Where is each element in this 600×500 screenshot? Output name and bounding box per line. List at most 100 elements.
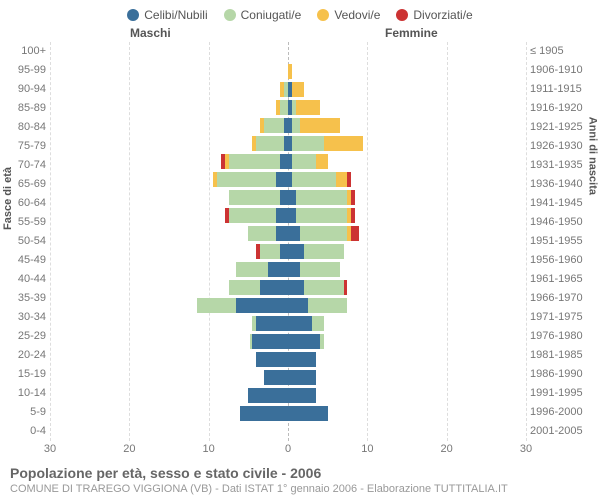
bar-male <box>50 334 288 349</box>
birth-label: 1936-1940 <box>530 175 592 194</box>
pyramid-row <box>50 369 526 386</box>
bar-female <box>288 190 526 205</box>
legend-label: Celibi/Nubili <box>144 8 207 22</box>
bar-male <box>50 190 288 205</box>
bar-segment <box>268 262 288 277</box>
pyramid-row <box>50 405 526 422</box>
bar-male <box>50 388 288 403</box>
pyramid-row <box>50 315 526 332</box>
bar-female <box>288 208 526 223</box>
age-label: 95-99 <box>8 61 46 80</box>
age-label: 30-34 <box>8 308 46 327</box>
bar-male <box>50 226 288 241</box>
bar-female <box>288 370 526 385</box>
bar-segment <box>256 136 284 151</box>
legend-item: Coniugati/e <box>224 8 302 22</box>
header-female: Femmine <box>385 26 438 40</box>
legend-label: Coniugati/e <box>241 8 302 22</box>
bar-segment <box>288 334 320 349</box>
bar-segment <box>240 406 288 421</box>
bar-male <box>50 316 288 331</box>
bar-male <box>50 154 288 169</box>
bar-segment <box>324 136 364 151</box>
age-label: 10-14 <box>8 384 46 403</box>
bar-female <box>288 226 526 241</box>
bar-segment <box>292 154 316 169</box>
bar-female <box>288 118 526 133</box>
bar-segment <box>248 388 288 403</box>
birth-label: 1931-1935 <box>530 156 592 175</box>
bar-segment <box>260 280 288 295</box>
bar-male <box>50 118 288 133</box>
birth-label: 1926-1930 <box>530 137 592 156</box>
age-label: 35-39 <box>8 289 46 308</box>
bar-segment <box>248 226 276 241</box>
bar-segment <box>229 280 261 295</box>
bar-segment <box>288 352 316 367</box>
birth-year-axis: ≤ 19051906-19101911-19151916-19201921-19… <box>526 42 592 441</box>
bar-segment <box>308 298 348 313</box>
birth-label: 1966-1970 <box>530 289 592 308</box>
bar-segment <box>316 154 328 169</box>
bar-male <box>50 172 288 187</box>
bar-segment <box>280 154 288 169</box>
bar-male <box>50 280 288 295</box>
age-label: 100+ <box>8 42 46 61</box>
pyramid-row <box>50 171 526 188</box>
age-label: 25-29 <box>8 327 46 346</box>
bar-male <box>50 262 288 277</box>
legend-swatch <box>317 9 329 21</box>
bar-male <box>50 46 288 61</box>
bar-male <box>50 136 288 151</box>
legend-label: Divorziati/e <box>413 8 472 22</box>
bar-segment <box>288 280 304 295</box>
right-axis-title: Anni di nascita <box>586 117 598 195</box>
birth-label: 1971-1975 <box>530 308 592 327</box>
bar-male <box>50 406 288 421</box>
bar-female <box>288 82 526 97</box>
age-axis: 100+95-9990-9485-8980-8475-7970-7465-696… <box>8 42 50 441</box>
birth-label: 1991-1995 <box>530 384 592 403</box>
x-tick: 30 <box>520 443 532 455</box>
bar-female <box>288 316 526 331</box>
bar-segment <box>320 334 324 349</box>
pyramid-row <box>50 333 526 350</box>
bar-segment <box>229 190 281 205</box>
age-label: 50-54 <box>8 232 46 251</box>
pyramid-row <box>50 279 526 296</box>
pyramid-row <box>50 135 526 152</box>
bar-segment <box>276 208 288 223</box>
pyramid-row <box>50 351 526 368</box>
bar-segment <box>276 172 288 187</box>
bar-segment <box>264 370 288 385</box>
bar-female <box>288 352 526 367</box>
bar-segment <box>288 298 308 313</box>
pyramid-row <box>50 153 526 170</box>
bar-segment <box>288 406 328 421</box>
left-axis-title: Fasce di età <box>2 167 14 230</box>
bar-segment <box>312 316 324 331</box>
bar-segment <box>197 298 237 313</box>
bar-segment <box>288 262 300 277</box>
bar-segment <box>260 244 280 259</box>
x-tick: 30 <box>44 443 56 455</box>
age-label: 0-4 <box>8 422 46 441</box>
pyramid-row <box>50 387 526 404</box>
birth-label: 1911-1915 <box>530 80 592 99</box>
bar-male <box>50 244 288 259</box>
age-label: 75-79 <box>8 137 46 156</box>
pyramid-row <box>50 45 526 62</box>
chart-area: 100+95-9990-9485-8980-8475-7970-7465-696… <box>0 42 600 441</box>
bar-segment <box>280 190 288 205</box>
age-label: 45-49 <box>8 251 46 270</box>
birth-label: 1981-1985 <box>530 346 592 365</box>
bar-female <box>288 172 526 187</box>
birth-label: 1941-1945 <box>530 194 592 213</box>
legend-item: Divorziati/e <box>396 8 472 22</box>
pyramid-row <box>50 207 526 224</box>
birth-label: 1921-1925 <box>530 118 592 137</box>
bar-segment <box>276 226 288 241</box>
bar-male <box>50 100 288 115</box>
legend-swatch <box>127 9 139 21</box>
bar-female <box>288 388 526 403</box>
